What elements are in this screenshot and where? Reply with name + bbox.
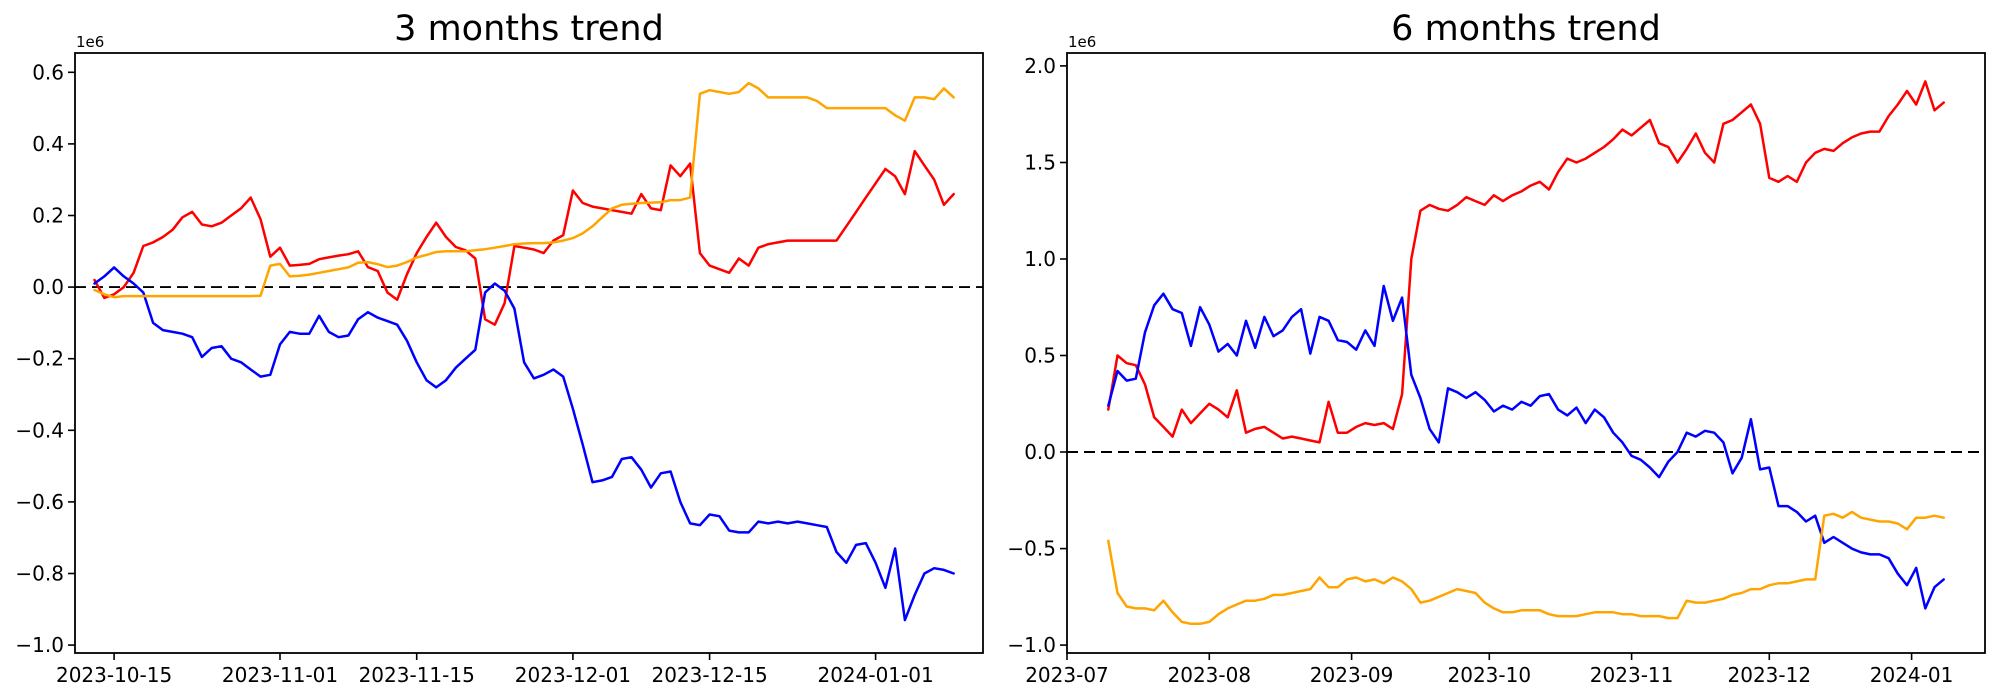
series-red-line	[1107, 80, 1945, 444]
y-axis-tick-label: 0.0	[32, 275, 64, 299]
series-red-line	[93, 149, 955, 326]
axes-frame	[74, 52, 984, 654]
axes-frame	[1066, 52, 1986, 654]
x-axis-tick-label: 2024-01	[1870, 663, 1954, 687]
chart-6-months-trend: 2023-07 2023-08 2023-09 2023-10 2023-11 2023-…	[1007, 9, 1986, 687]
y-axis-tick-label: −0.5	[1007, 537, 1056, 561]
x-axis-tick-label: 2023-08	[1168, 663, 1252, 687]
x-axis-tick-label: 2023-10	[1448, 663, 1532, 687]
y-axis-tick-label: −0.2	[15, 347, 64, 371]
y-axis-tick-label: 0.4	[32, 132, 64, 156]
series-orange-line	[1107, 510, 1945, 626]
y-axis-tick-label: 0.0	[1024, 440, 1056, 464]
x-axis-tick-label: 2024-01-01	[817, 663, 933, 687]
y-axis-tick-label: −1.0	[15, 633, 64, 657]
y-axis-tick-label: 0.5	[1024, 344, 1056, 368]
x-axis-tick-label: 2023-07	[1025, 663, 1109, 687]
y-axis-tick-label: −0.6	[15, 490, 64, 514]
x-axis-tick-label: 2023-11-15	[359, 663, 475, 687]
y-axis-tick-label: 0.6	[32, 60, 64, 84]
series-blue-line	[93, 266, 955, 622]
series-orange-line	[93, 81, 955, 299]
y-axis-tick-label: −1.0	[1007, 633, 1056, 657]
series-blue-line	[1107, 284, 1945, 610]
chart-3-months-trend: 2023-10-15 2023-11-01 2023-11-15 2023-12-01…	[15, 9, 984, 687]
x-axis-tick-label: 2023-11-01	[222, 663, 338, 687]
y-axis-offset-label: 1e6	[1068, 33, 1096, 51]
y-axis-tick-label: −0.4	[15, 418, 64, 442]
plot-area	[1067, 53, 1985, 653]
x-axis-tick-label: 2023-12	[1728, 663, 1812, 687]
x-axis-tick-label: 2023-10-15	[56, 663, 172, 687]
y-axis-tick-label: 1.5	[1024, 151, 1056, 175]
y-axis-tick-label: 1.0	[1024, 247, 1056, 271]
chart-title: 6 months trend	[1391, 9, 1661, 49]
x-axis-tick-label: 2023-12-01	[515, 663, 631, 687]
x-axis-tick-label: 2023-09	[1310, 663, 1394, 687]
y-axis-tick-label: 2.0	[1024, 54, 1056, 78]
y-axis-tick-label: −0.8	[15, 562, 64, 586]
x-axis-tick-label: 2023-11	[1590, 663, 1674, 687]
y-axis-tick-label: 0.2	[32, 204, 64, 228]
x-axis-tick-label: 2023-12-15	[651, 663, 767, 687]
chart-title: 3 months trend	[394, 9, 664, 49]
y-axis-offset-label: 1e6	[76, 33, 104, 51]
